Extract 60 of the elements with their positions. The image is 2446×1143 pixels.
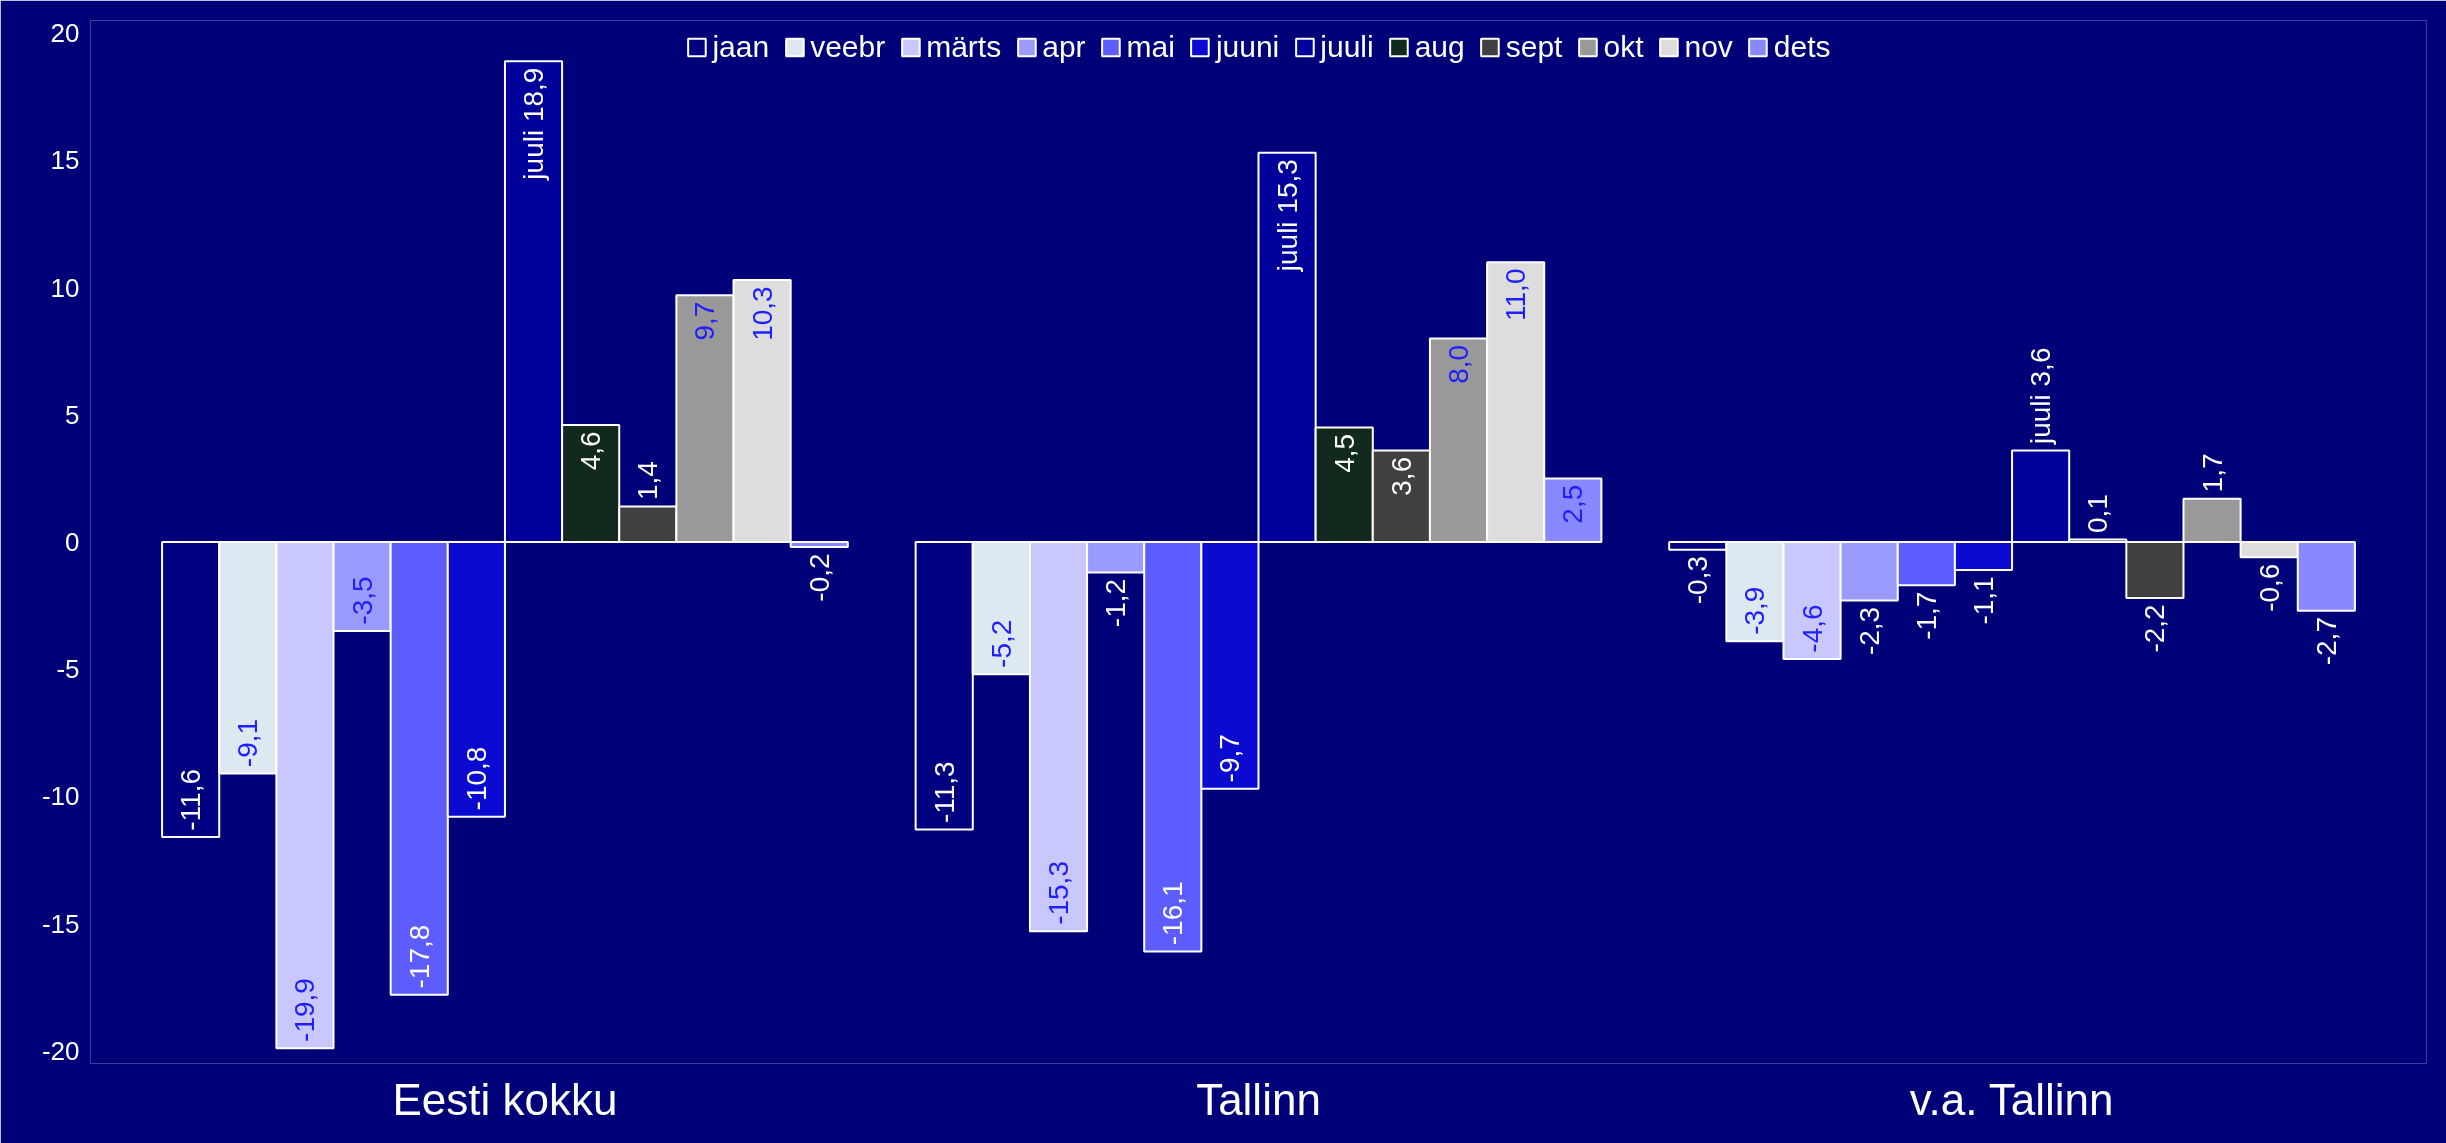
data-label: -5,2 (985, 619, 1017, 668)
legend-label: dets (1773, 30, 1831, 64)
legend-label: nov (1684, 30, 1733, 64)
legend-label: juuni (1215, 30, 1280, 64)
data-label: -1,2 (1100, 578, 1132, 628)
y-tick-label: 15 (50, 145, 80, 176)
data-label: 10,3 (746, 286, 778, 341)
legend-label: mai (1126, 30, 1175, 64)
data-label: 4,5 (1328, 433, 1360, 473)
data-label: 2,5 (1557, 484, 1589, 524)
data-label: 8,0 (1443, 344, 1474, 384)
data-label: -1,1 (1967, 576, 1999, 625)
y-tick-label: 5 (65, 399, 80, 430)
data-label: 11,0 (1500, 268, 1532, 321)
x-tick-label: Eesti kokku (392, 1074, 618, 1124)
data-label: -0,6 (2253, 563, 2285, 612)
legend-label: okt (1603, 30, 1644, 64)
data-label: 9,7 (689, 301, 721, 341)
data-label: -16,1 (1157, 881, 1189, 946)
legend-label: veebr (810, 30, 886, 64)
y-tick-label: -20 (41, 1035, 80, 1066)
legend-label: juuli (1320, 30, 1374, 64)
y-tick-label: -10 (41, 781, 80, 812)
y-tick-label: 20 (50, 18, 80, 49)
legend-label: sept (1505, 30, 1563, 64)
data-label: -3,9 (1739, 586, 1771, 635)
y-tick-label: -15 (41, 908, 80, 939)
data-label: juuli 18,9 (518, 67, 550, 181)
legend-label: jaan (712, 30, 770, 64)
legend-label: aug (1414, 30, 1465, 64)
data-label: -2,2 (2139, 604, 2171, 653)
data-label: -9,7 (1214, 734, 1246, 783)
legend-label: apr (1042, 30, 1086, 64)
data-label: 0,1 (2082, 494, 2114, 534)
data-label: -15,3 (1043, 861, 1074, 925)
data-label: -0,2 (803, 553, 835, 602)
data-label: 4,6 (575, 431, 607, 471)
data-label: -3,5 (346, 576, 378, 625)
data-label: 1,7 (2196, 453, 2228, 493)
data-label: 3,6 (1385, 456, 1417, 496)
data-label: -19,9 (289, 978, 321, 1042)
data-label: -1,7 (1910, 591, 1942, 640)
data-label: juuli 15,3 (1271, 159, 1303, 273)
data-label: -0,3 (1682, 555, 1714, 605)
data-label: juuli 3,6 (2025, 347, 2057, 446)
x-tick-label: v.a. Tallinn (1909, 1074, 2114, 1124)
data-label: -11,3 (928, 761, 960, 824)
legend-label: märts (926, 30, 1002, 64)
data-label: -2,7 (2310, 617, 2342, 666)
data-label: -2,3 (1853, 606, 1885, 656)
data-label: -9,1 (232, 718, 264, 768)
y-tick-label: 0 (65, 527, 80, 557)
data-label: -11,6 (175, 768, 207, 831)
data-label: -10,8 (460, 746, 492, 811)
y-tick-label: 10 (50, 272, 80, 303)
data-label: -4,6 (1796, 604, 1828, 653)
data-label: 1,4 (632, 461, 664, 501)
x-tick-label: Tallinn (1196, 1074, 1321, 1124)
y-tick-label: -5 (56, 654, 80, 685)
data-label: -17,8 (403, 924, 435, 989)
